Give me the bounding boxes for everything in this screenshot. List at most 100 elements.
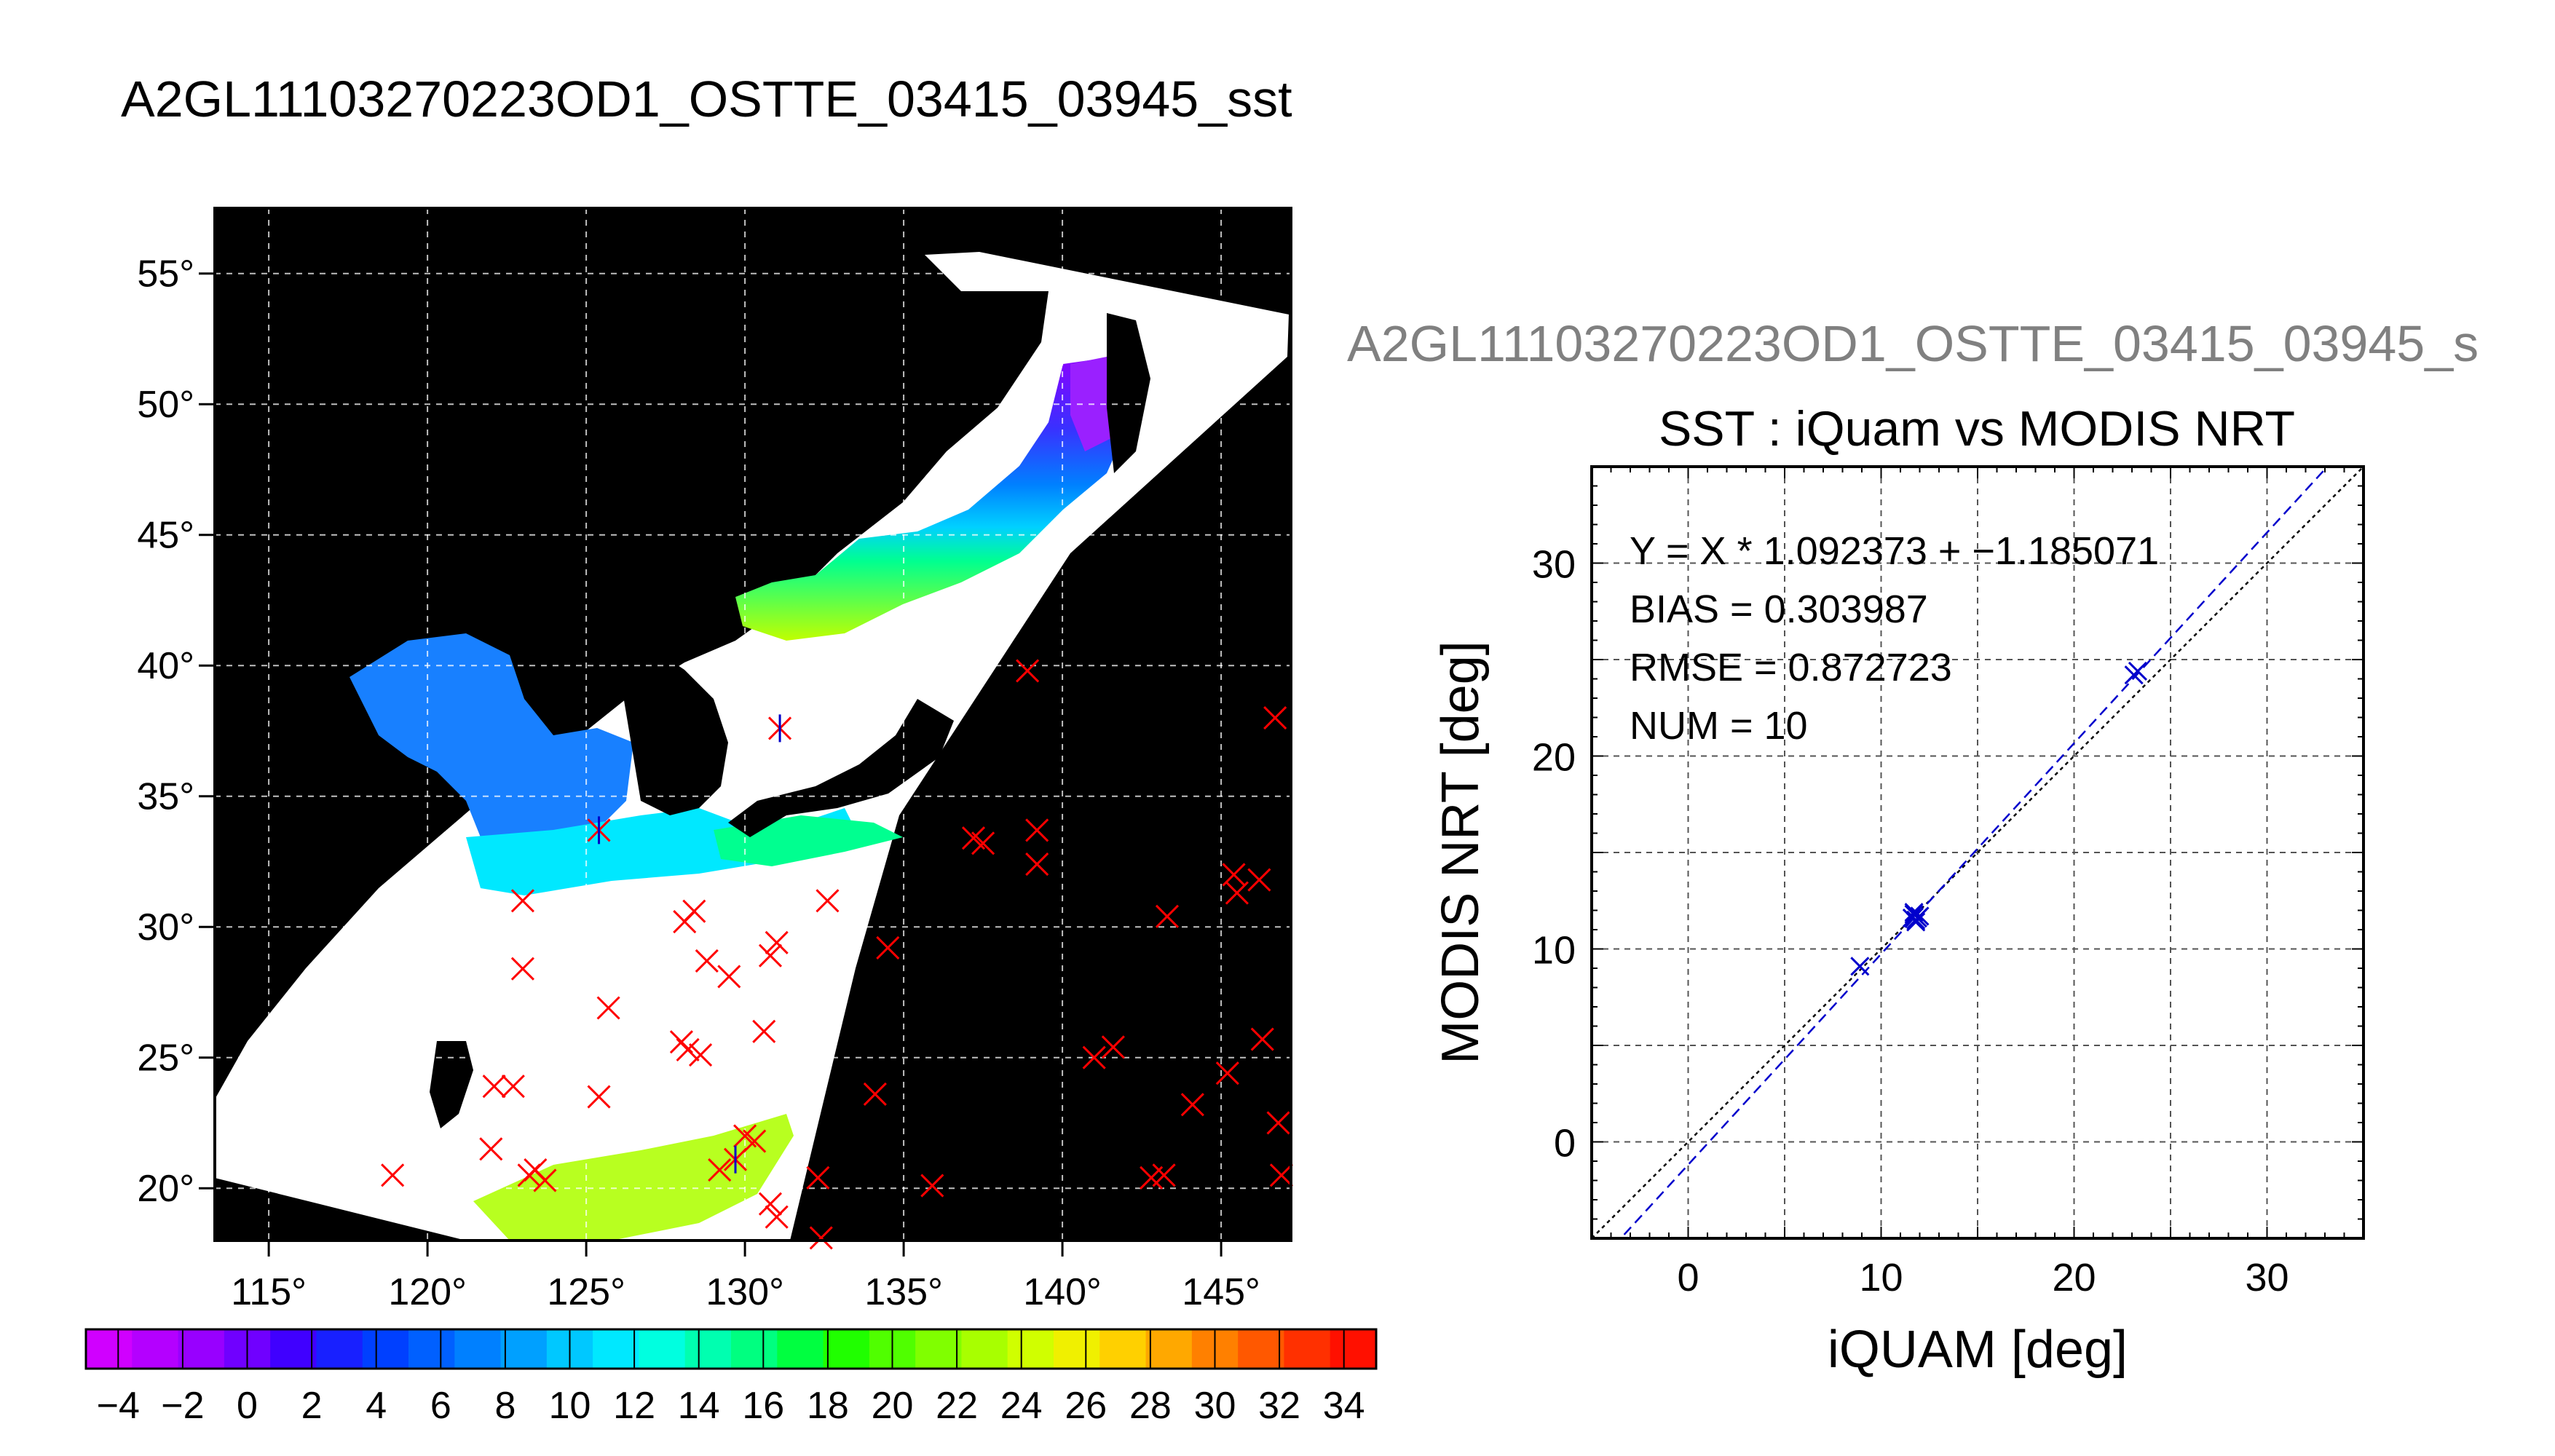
map-marker [1025, 852, 1049, 877]
y-tick-label: 10 [1532, 929, 1576, 973]
colorbar-tick-label: 30 [1194, 1385, 1236, 1427]
lon-tick-label: 125° [547, 1271, 625, 1313]
colorbar-segment [1284, 1329, 1331, 1369]
marker-stroke [961, 826, 986, 850]
map-marker [1269, 1163, 1293, 1187]
marker-stroke [1155, 904, 1180, 928]
scatter-grid [1592, 467, 2364, 1238]
map-marker [1155, 904, 1180, 928]
marker-stroke [1101, 1035, 1125, 1059]
colorbar-tick-label: 22 [936, 1385, 978, 1427]
marker-stroke [809, 1226, 833, 1250]
colorbar-segment [961, 1329, 1008, 1369]
marker-stroke [743, 1129, 767, 1153]
lon-tick-label: 115° [231, 1271, 307, 1313]
map-marker [510, 889, 534, 913]
lat-tick-label: 35° [137, 776, 194, 818]
korea-peninsula [619, 641, 728, 815]
stat-bias: BIAS = 0.303987 [1630, 587, 1928, 631]
marker-stroke [816, 889, 840, 913]
map-marker [708, 1158, 732, 1182]
colorbar-tick-label: 8 [494, 1385, 516, 1427]
y-tick-label: 20 [1532, 736, 1576, 780]
x-tick-label: 30 [2245, 1256, 2289, 1299]
map-markers [381, 659, 1293, 1250]
map-marker [876, 935, 900, 960]
map-marker [1025, 818, 1049, 842]
marker-stroke [758, 1192, 783, 1216]
scatter-point [2128, 661, 2148, 681]
map-content [215, 252, 1289, 1241]
colorbar-segment [731, 1329, 778, 1369]
sst-south-warm [473, 1114, 794, 1241]
scatter-point [1904, 903, 1924, 922]
colorbar-segment [1054, 1329, 1100, 1369]
map-marker [1180, 1093, 1204, 1117]
marker-stroke [1247, 868, 1271, 892]
scatter-subtitle: A2GL11103270223OD1_OSTTE_03415_03945_s [1347, 315, 2479, 372]
sst-sea-of-japan [735, 357, 1136, 641]
map-marker [717, 965, 741, 989]
x-tick-label: 0 [1677, 1256, 1699, 1299]
colorbar-segment [454, 1329, 502, 1369]
scatter-point [1850, 957, 1870, 976]
map-marker [1263, 705, 1287, 730]
page-title: A2GL11103270223OD1_OSTTE_03415_03945_sst [121, 71, 1292, 127]
map-marker [695, 949, 719, 973]
lat-tick-label: 55° [137, 253, 194, 296]
colorbar-tick-label: 12 [613, 1385, 655, 1427]
marker-stroke [479, 1137, 503, 1161]
map-marker [673, 909, 697, 934]
colorbar-tick-label: 24 [1000, 1385, 1043, 1427]
marker-stroke [1025, 818, 1049, 842]
map-marker [863, 1082, 887, 1107]
colorbar-segment [178, 1329, 225, 1369]
stat-rmse: RMSE = 0.872723 [1630, 646, 1952, 689]
map-marker [809, 1226, 833, 1250]
map-axis-labels: 115° 120° 125° 130° 135° 140° 145° 20° 25° 30° 35°… [137, 253, 1260, 1313]
sakhalin-island [1107, 313, 1150, 473]
taiwan-island [430, 1041, 473, 1128]
marker-stroke [587, 1085, 611, 1109]
map-marker [1101, 1035, 1125, 1059]
colorbar-segment [684, 1329, 732, 1369]
map-marker [587, 1085, 611, 1109]
lat-tick-label: 25° [137, 1037, 194, 1080]
sst-yellow-sea [350, 633, 633, 852]
map-marker [765, 1205, 789, 1229]
marker-stroke [1016, 659, 1040, 683]
lon-tick-label: 130° [706, 1271, 784, 1313]
colorbar-tick-label: 10 [549, 1385, 591, 1427]
colorbar-segment [1330, 1329, 1377, 1369]
map-marker [765, 930, 789, 954]
marker-stroke [1269, 1163, 1293, 1187]
lon-tick-label: 135° [864, 1271, 943, 1313]
lat-tick-label: 30° [137, 906, 194, 949]
marker-stroke [876, 935, 900, 960]
colorbar-tick-label: 20 [872, 1385, 914, 1427]
colorbar-segment [270, 1329, 317, 1369]
scatter-title: SST : iQuam vs MODIS NRT [1659, 401, 2295, 456]
colorbar-tick-label: 28 [1129, 1385, 1172, 1427]
map-matched-marker [723, 1145, 748, 1174]
point-stroke [1904, 903, 1924, 922]
marker-stroke [1152, 1163, 1176, 1187]
marker-stroke [717, 965, 741, 989]
colorbar-tick-label: 32 [1258, 1385, 1300, 1427]
colorbar-tick-label: 6 [430, 1385, 451, 1427]
colorbar-border [84, 1328, 1378, 1370]
map-border [213, 207, 1292, 1242]
marker-stroke [689, 1043, 713, 1067]
marker-stroke [806, 1166, 830, 1190]
map-marker [1225, 881, 1249, 905]
colorbar-segment [1238, 1329, 1284, 1369]
map-marker [533, 1168, 557, 1192]
map-matched-marker [587, 816, 611, 844]
marker-stroke [1263, 705, 1287, 730]
map-marker [1247, 868, 1271, 892]
stat-equation: Y = X * 1.092373 + −1.185071 [1630, 529, 2159, 573]
map-marker [1266, 1111, 1290, 1135]
marker-stroke [482, 1075, 506, 1099]
scatter-x-label: iQUAM [deg] [1828, 1321, 2128, 1379]
